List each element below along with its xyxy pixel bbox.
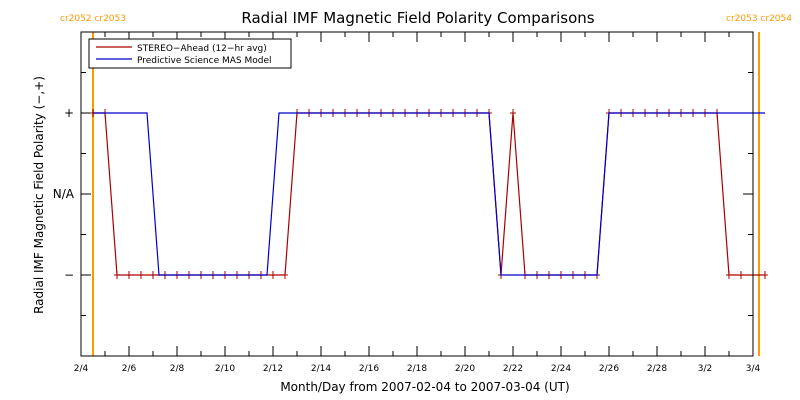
x-tick-label: 2/10 [215, 364, 235, 374]
chart-title: Radial IMF Magnetic Field Polarity Compa… [241, 9, 594, 27]
x-tick-label: 2/14 [311, 364, 331, 374]
series-line-1 [93, 112, 765, 276]
y-axis-label: Radial IMF Magnetic Field Polarity (−,+) [32, 76, 46, 314]
x-tick-label: 2/4 [74, 364, 89, 374]
series-0-point [762, 271, 768, 279]
x-tick-label: 3/2 [698, 364, 712, 374]
carrington-label-1: cr2053 cr2054 [726, 14, 792, 24]
carrington-markers: cr2052 cr2053 cr2053 cr2054 [60, 14, 792, 356]
x-tick-label: 2/16 [359, 364, 379, 374]
x-tick-label: 3/4 [746, 364, 761, 374]
series-0-point [150, 271, 156, 279]
legend: STEREO−Ahead (12−hr avg) Predictive Scie… [88, 38, 292, 69]
y-tick-label: N/A [53, 187, 75, 201]
series-0-point [114, 271, 120, 279]
series-0-point [138, 271, 144, 279]
series-0-point [126, 271, 132, 279]
x-tick-label: 2/12 [263, 364, 283, 374]
x-tick-label: 2/26 [599, 364, 619, 374]
series-0-point [282, 271, 288, 279]
series-line-0 [93, 112, 765, 276]
series-layer [90, 109, 768, 279]
carrington-label-0: cr2052 cr2053 [60, 14, 126, 24]
legend-box [88, 38, 292, 69]
y-tick-label: − [64, 268, 74, 282]
x-tick-label: 2/24 [551, 364, 571, 374]
x-tick-label: 2/6 [122, 364, 137, 374]
x-axis-label: Month/Day from 2007-02-04 to 2007-03-04 … [280, 380, 569, 394]
legend-label-mas: Predictive Science MAS Model [137, 56, 272, 66]
x-tick-label: 2/8 [170, 364, 185, 374]
x-tick-label: 2/28 [647, 364, 667, 374]
x-tick-label: 2/18 [407, 364, 427, 374]
y-tick-label: + [64, 106, 74, 120]
series-0-point [270, 271, 276, 279]
series-0-point [510, 109, 516, 117]
series-0-point [738, 271, 744, 279]
x-tick-label: 2/22 [503, 364, 523, 374]
series-0-point [726, 271, 732, 279]
plot-frame [80, 31, 754, 357]
y-axis-ticks: + N/A − [53, 72, 753, 316]
x-axis-ticks: 2/4 2/6 2/8 2/10 2/12 2/14 2/16 2/18 2/20 2/22 2/2… [74, 32, 761, 374]
x-tick-label: 2/20 [455, 364, 475, 374]
legend-label-stereo: STEREO−Ahead (12−hr avg) [137, 44, 267, 54]
